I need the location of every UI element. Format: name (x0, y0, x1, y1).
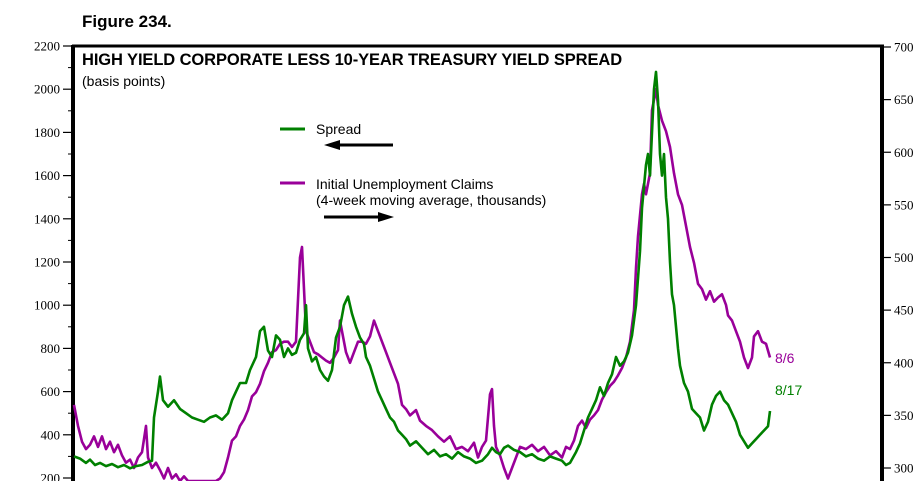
arrow-right-icon (324, 212, 394, 222)
left-axis-ticks: 2200 2000 1800 1600 1400 1200 1000 800 600 400 200 (34, 39, 72, 481)
right-tick-label: 500 (894, 250, 914, 265)
spread-end-label: 8/17 (775, 382, 803, 398)
arrow-left-icon (324, 140, 393, 150)
right-tick-label: 600 (894, 145, 914, 160)
left-tick-label: 200 (41, 471, 61, 481)
right-tick-label: 450 (894, 303, 914, 318)
left-tick-label: 1200 (34, 255, 60, 270)
chart-subtitle: (basis points) (82, 73, 166, 89)
claims-end-label: 8/6 (775, 350, 795, 366)
spread-line (73, 70, 772, 470)
left-tick-label: 600 (41, 384, 61, 399)
left-tick-label: 1600 (34, 168, 60, 183)
right-tick-label: 400 (894, 355, 914, 370)
left-tick-label: 1400 (34, 211, 60, 226)
left-tick-label: 400 (41, 427, 61, 442)
right-axis-ticks: 700 650 600 550 500 450 400 350 300 (884, 40, 914, 476)
left-tick-label: 1000 (34, 298, 60, 313)
right-tick-label: 650 (894, 92, 914, 107)
right-tick-label: 350 (894, 408, 914, 423)
legend-claims-sublabel: (4-week moving average, thousands) (316, 192, 547, 208)
right-tick-label: 700 (894, 40, 914, 55)
claims-line (72, 87, 772, 481)
left-tick-label: 1800 (34, 125, 60, 140)
figure-label: Figure 234. (82, 12, 172, 31)
left-tick-label: 2200 (34, 39, 60, 54)
left-tick-label: 2000 (34, 82, 60, 97)
legend-spread-label: Spread (316, 121, 362, 137)
right-tick-label: 300 (894, 461, 914, 476)
left-tick-label: 800 (41, 341, 61, 356)
chart-title: HIGH YIELD CORPORATE LESS 10-YEAR TREASU… (82, 51, 623, 69)
series-layer (72, 70, 772, 481)
legend-claims-label: Initial Unemployment Claims (316, 176, 494, 192)
right-tick-label: 550 (894, 197, 914, 212)
